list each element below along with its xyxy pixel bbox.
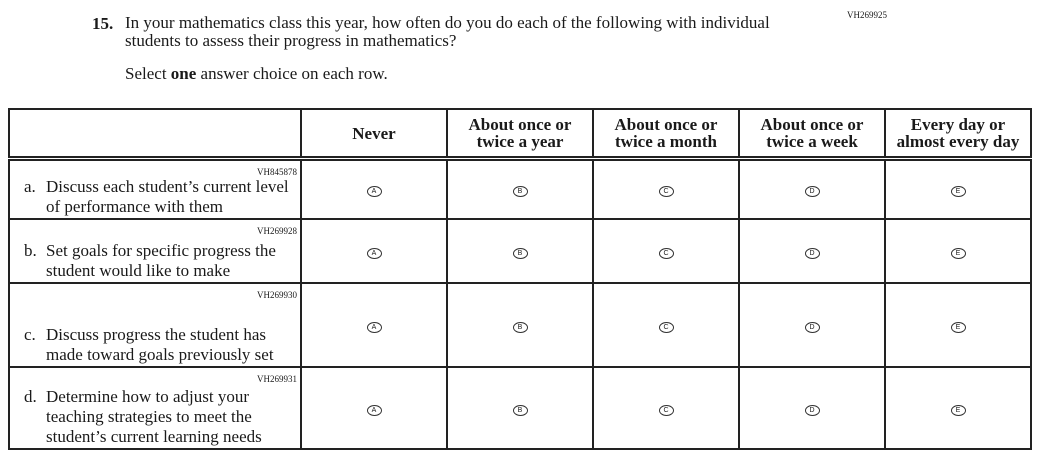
- option-cell[interactable]: A: [300, 217, 448, 284]
- instruction-text: answer choice on each row.: [196, 64, 388, 83]
- item-text: Discuss each student’s current level of …: [46, 176, 289, 216]
- option-cell[interactable]: B: [446, 217, 594, 284]
- item-letter: b.: [24, 240, 37, 260]
- item-text: Discuss progress the student has made to…: [46, 324, 274, 364]
- answer-bubble-b[interactable]: B: [512, 404, 528, 416]
- column-header: About once or twice a week: [738, 108, 886, 161]
- answer-bubble-c[interactable]: C: [658, 247, 674, 259]
- option-cell[interactable]: B: [446, 281, 594, 368]
- option-cell[interactable]: D: [738, 157, 886, 220]
- row-label-cell: VH269928 b. Set goals for specific progres…: [8, 217, 302, 284]
- option-cell[interactable]: C: [592, 217, 740, 284]
- option-cell[interactable]: A: [300, 365, 448, 450]
- option-cell[interactable]: E: [884, 281, 1032, 368]
- answer-bubble-e[interactable]: E: [950, 404, 966, 416]
- item-letter: d.: [24, 386, 37, 406]
- option-cell[interactable]: E: [884, 217, 1032, 284]
- option-cell[interactable]: B: [446, 365, 594, 450]
- item-code: VH269930: [257, 289, 297, 300]
- instruction-text: Select: [125, 64, 171, 83]
- header-blank: [8, 108, 302, 161]
- answer-bubble-a[interactable]: A: [366, 186, 382, 198]
- row-label-cell: VH269931 d. Determine how to adjust your t…: [8, 365, 302, 450]
- option-cell[interactable]: A: [300, 157, 448, 220]
- option-cell[interactable]: C: [592, 281, 740, 368]
- item-text: Set goals for specific progress the stud…: [46, 240, 276, 280]
- table-row: VH269928 b. Set goals for specific progres…: [8, 217, 1032, 284]
- table-row: VH269931 d. Determine how to adjust your t…: [8, 365, 1032, 450]
- answer-bubble-c[interactable]: C: [658, 186, 674, 198]
- table-row: VH845878 a. Discuss each student’s current…: [8, 157, 1032, 220]
- answer-bubble-c[interactable]: C: [658, 321, 674, 333]
- row-label-cell: VH269930 c. Discuss progress the student h…: [8, 281, 302, 368]
- header-row: Never About once or twice a year About o…: [8, 108, 1032, 161]
- item-code: VH269928: [257, 225, 297, 236]
- item-text: Determine how to adjust your teaching st…: [46, 386, 262, 446]
- answer-bubble-b[interactable]: B: [512, 186, 528, 198]
- column-header: About once or twice a year: [446, 108, 594, 161]
- option-cell[interactable]: E: [884, 365, 1032, 450]
- answer-bubble-e[interactable]: E: [950, 186, 966, 198]
- item-letter: a.: [24, 176, 36, 196]
- option-cell[interactable]: D: [738, 217, 886, 284]
- option-cell[interactable]: D: [738, 281, 886, 368]
- column-header: Never: [300, 108, 448, 161]
- option-cell[interactable]: C: [592, 157, 740, 220]
- option-cell[interactable]: B: [446, 157, 594, 220]
- answer-bubble-d[interactable]: D: [804, 186, 820, 198]
- response-grid: Never About once or twice a year About o…: [8, 108, 1032, 450]
- item-letter: c.: [24, 324, 36, 344]
- column-header: Every day or almost every day: [884, 108, 1032, 161]
- answer-bubble-d[interactable]: D: [804, 247, 820, 259]
- option-cell[interactable]: D: [738, 365, 886, 450]
- question-code: VH269925: [847, 10, 887, 20]
- option-cell[interactable]: C: [592, 365, 740, 450]
- answer-bubble-d[interactable]: D: [804, 321, 820, 333]
- answer-bubble-e[interactable]: E: [950, 321, 966, 333]
- question-text: In your mathematics class this year, how…: [125, 13, 770, 50]
- question-number: 15.: [92, 14, 114, 33]
- answer-bubble-a[interactable]: A: [366, 321, 382, 333]
- option-cell[interactable]: A: [300, 281, 448, 368]
- instruction-emphasis: one: [170, 64, 197, 83]
- option-cell[interactable]: E: [884, 157, 1032, 220]
- answer-bubble-e[interactable]: E: [950, 247, 966, 259]
- answer-bubble-c[interactable]: C: [658, 404, 674, 416]
- answer-bubble-a[interactable]: A: [366, 247, 382, 259]
- row-label-cell: VH845878 a. Discuss each student’s current…: [8, 157, 302, 220]
- item-code: VH845878: [257, 167, 297, 177]
- answer-bubble-b[interactable]: B: [512, 247, 528, 259]
- instruction: Select one answer choice on each row.: [125, 64, 388, 84]
- column-header: About once or twice a month: [592, 108, 740, 161]
- answer-bubble-a[interactable]: A: [366, 404, 382, 416]
- answer-bubble-b[interactable]: B: [512, 321, 528, 333]
- answer-bubble-d[interactable]: D: [804, 404, 820, 416]
- item-code: VH269931: [257, 373, 297, 384]
- table-row: VH269930 c. Discuss progress the student h…: [8, 281, 1032, 368]
